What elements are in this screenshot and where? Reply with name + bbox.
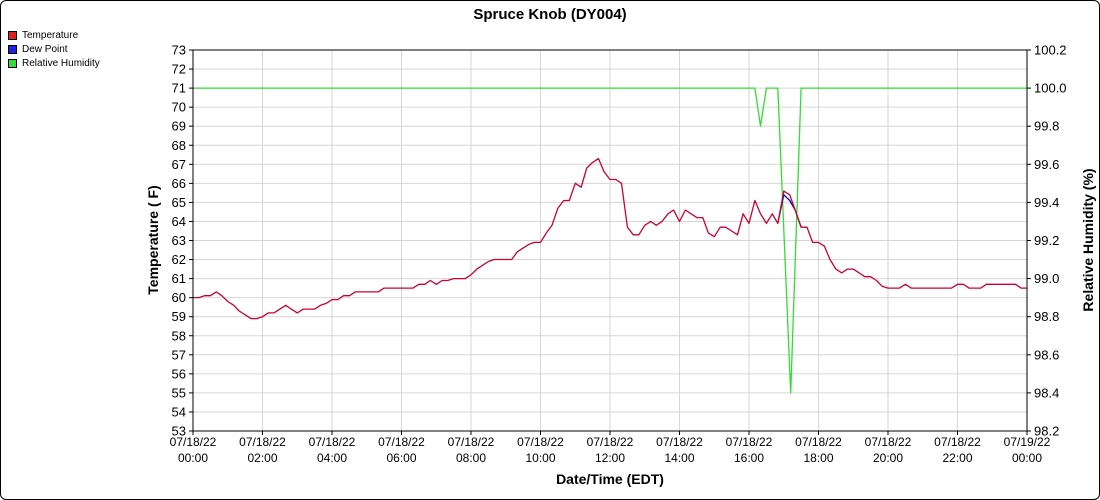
left-axis-tick-label: 69: [172, 119, 186, 134]
x-axis-tick-time: 10:00: [525, 451, 555, 465]
legend-item-temperature: Temperature: [8, 28, 100, 42]
x-axis-tick-date: 07/18/22: [239, 435, 286, 449]
left-axis-tick-label: 57: [172, 347, 186, 362]
grid: [192, 49, 1028, 432]
left-axis-tick-label: 62: [172, 252, 186, 267]
right-axis-tick-label: 99.2: [1034, 233, 1059, 248]
left-axis-tick-label: 55: [172, 385, 186, 400]
left-axis-tick-label: 65: [172, 195, 186, 210]
series-line-temperature: [193, 157, 1027, 320]
left-axis-tick-label: 66: [172, 176, 186, 191]
x-axis-tick-time: 18:00: [803, 451, 833, 465]
left-axis-tick-label: 61: [172, 271, 186, 286]
x-axis-tick-date: 07/18/22: [448, 435, 495, 449]
chart-title: Spruce Knob (DY004): [473, 6, 626, 23]
right-axis-tick-label: 100.0: [1034, 81, 1067, 96]
x-axis-tick-time: 20:00: [873, 451, 903, 465]
x-axis: 07/18/22 00:00 07/18/22 02:00 07/18/22 04:00 0…: [170, 431, 1051, 465]
legend-item-relative-humidity: Relative Humidity: [8, 56, 100, 70]
x-axis-tick-time: 14:00: [664, 451, 694, 465]
left-axis-tick-label: 60: [172, 290, 186, 305]
x-axis-tick-date: 07/18/22: [726, 435, 773, 449]
legend-swatch-dew-point: [8, 44, 17, 54]
left-axis-tick-label: 72: [172, 62, 186, 77]
legend-swatch-temperature: [8, 30, 17, 40]
left-axis-tick-label: 70: [172, 100, 186, 115]
right-axis-tick-label: 100.2: [1034, 43, 1067, 58]
right-axis-tick-label: 99.6: [1034, 157, 1059, 172]
left-axis-tick-label: 71: [172, 81, 186, 96]
right-axis-title: Relative Humidity (%): [1080, 168, 1096, 311]
x-axis-tick-time: 08:00: [456, 451, 486, 465]
x-axis-tick-date: 07/18/22: [517, 435, 564, 449]
x-axis-tick-date: 07/18/22: [934, 435, 981, 449]
right-axis-tick-label: 98.2: [1034, 424, 1059, 439]
x-axis-tick-time: 16:00: [734, 451, 764, 465]
x-axis-tick-date: 07/18/22: [309, 435, 356, 449]
legend: Temperature Dew Point Relative Humidity: [8, 28, 100, 70]
left-axis-tick-label: 53: [172, 424, 186, 439]
right-axis: 98.2 98.4 98.6 98.8 99.0 99.2 99.4 99.6 99.8 100.…: [1027, 43, 1067, 439]
left-axis-tick-label: 64: [172, 214, 186, 229]
left-axis: 53 54 55 56 57 58 59 60 61 62 63 64 65 66 67 68 69 70 71 72…: [172, 43, 193, 439]
left-axis-tick-label: 58: [172, 328, 186, 343]
x-axis-tick-date: 07/18/22: [656, 435, 703, 449]
right-axis-tick-label: 99.0: [1034, 271, 1059, 286]
x-axis-tick-date: 07/19/22: [1004, 435, 1051, 449]
x-axis-tick-date: 07/18/22: [865, 435, 912, 449]
x-axis-tick-time: 00:00: [178, 451, 208, 465]
legend-label-dew-point: Dew Point: [22, 43, 68, 55]
x-axis-tick-date: 07/18/22: [795, 435, 842, 449]
x-axis-tick-date: 07/18/22: [170, 435, 217, 449]
x-axis-tick-date: 07/18/22: [378, 435, 425, 449]
left-axis-tick-label: 56: [172, 366, 186, 381]
left-axis-tick-label: 54: [172, 404, 186, 419]
x-axis-tick-time: 06:00: [386, 451, 416, 465]
left-axis-tick-label: 63: [172, 233, 186, 248]
right-axis-tick-label: 98.4: [1034, 385, 1059, 400]
x-axis-tick-date: 07/18/22: [587, 435, 634, 449]
left-axis-tick-label: 68: [172, 138, 186, 153]
x-axis-title: Date/Time (EDT): [556, 471, 664, 487]
right-axis-tick-label: 98.8: [1034, 309, 1059, 324]
left-axis-title: Temperature ( F): [145, 185, 161, 294]
right-axis-tick-label: 99.8: [1034, 119, 1059, 134]
legend-label-relative-humidity: Relative Humidity: [22, 57, 100, 69]
x-axis-tick-time: 04:00: [317, 451, 347, 465]
right-axis-tick-label: 99.4: [1034, 195, 1059, 210]
x-axis-tick-time: 12:00: [595, 451, 625, 465]
left-axis-tick-label: 59: [172, 309, 186, 324]
series-layer: [193, 87, 1027, 394]
legend-item-dew-point: Dew Point: [8, 42, 100, 56]
x-axis-tick-time: 00:00: [1012, 451, 1042, 465]
left-axis-tick-label: 73: [172, 43, 186, 58]
legend-label-temperature: Temperature: [22, 29, 79, 41]
x-axis-tick-time: 02:00: [247, 451, 277, 465]
series-line-relative-humidity: [193, 87, 1027, 394]
right-axis-tick-label: 98.6: [1034, 347, 1059, 362]
left-axis-tick-label: 67: [172, 157, 186, 172]
x-axis-tick-time: 22:00: [942, 451, 972, 465]
legend-swatch-relative-humidity: [8, 58, 17, 68]
